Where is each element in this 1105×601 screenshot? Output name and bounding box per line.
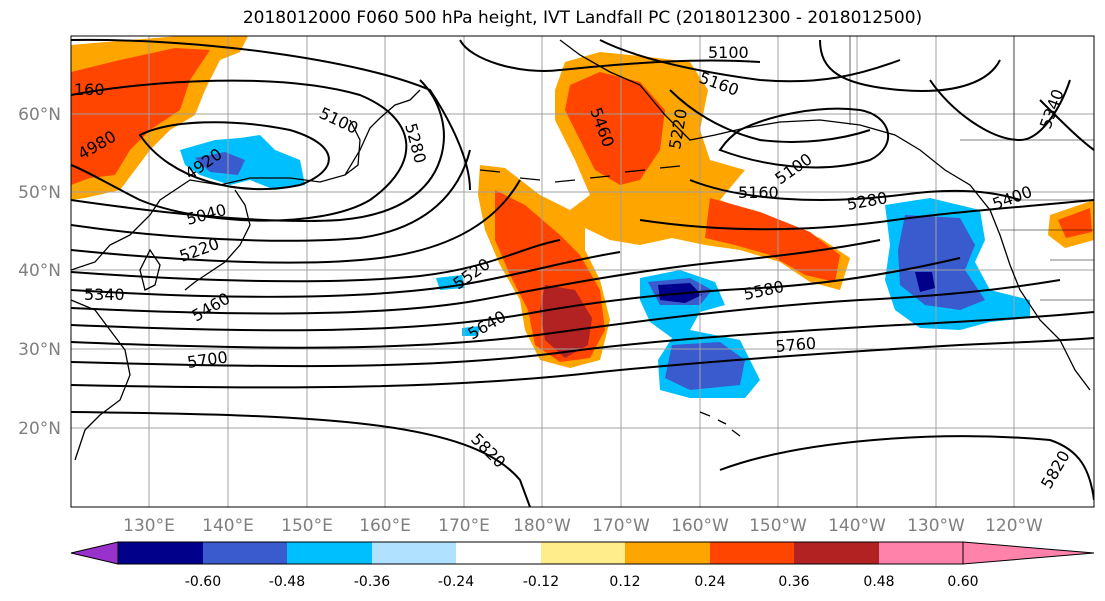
- lon-label: 150°W: [749, 516, 807, 536]
- japan-coastline: [184, 189, 251, 291]
- hawaii-islands: [699, 411, 741, 437]
- lon-label: 120°W: [985, 516, 1043, 536]
- lat-label: 30°N: [18, 340, 61, 360]
- colorbar-tick-label: -0.48: [269, 574, 305, 590]
- lon-label: 160°E: [359, 516, 411, 536]
- aleutian-islands: [479, 165, 681, 183]
- colorbar-segment: [456, 542, 541, 564]
- lon-label: 130°W: [907, 516, 965, 536]
- contour-label: 5760: [775, 334, 817, 356]
- colorbar-segment: [625, 542, 710, 564]
- colorbar-tick-label: -0.24: [438, 574, 474, 590]
- colorbar-tick-label: 0.48: [863, 574, 894, 590]
- colorbar: -0.60 -0.48 -0.36 -0.24 -0.12 0.12 0.24 …: [70, 541, 1095, 590]
- colorbar-segment: [372, 542, 456, 564]
- positive-anomaly-ne-core: [1058, 208, 1092, 238]
- colorbar-frame: [117, 541, 964, 565]
- colorbar-right-arrow: [962, 541, 1095, 565]
- positive-anomaly-chain: [705, 198, 840, 282]
- lon-label: 140°W: [828, 516, 886, 536]
- asia-coastline: [71, 89, 421, 271]
- colorbar-tick-label: -0.12: [523, 574, 559, 590]
- colorbar-tick-label: -0.36: [354, 574, 390, 590]
- colorbar-segment: [118, 542, 203, 564]
- colorbar-segment: [879, 542, 963, 564]
- lon-label: 130°E: [123, 516, 175, 536]
- korea-coastline: [139, 248, 161, 291]
- colorbar-tick-label: 0.60: [947, 574, 978, 590]
- colorbar-segment: [203, 542, 287, 564]
- contour-label: 5160: [738, 183, 779, 202]
- colorbar-tick-label: 0.36: [778, 574, 809, 590]
- colorbar-segment: [541, 542, 625, 564]
- colorbar-tick-label: 0.24: [694, 574, 725, 590]
- contour-label: 160: [74, 80, 105, 99]
- colorbar-tick-label: 0.12: [609, 574, 640, 590]
- colorbar-tick-label: -0.60: [185, 574, 221, 590]
- negative-anomaly-japan-sea-core: [195, 152, 245, 175]
- lon-label: 160°W: [671, 516, 729, 536]
- lon-label: 140°E: [202, 516, 254, 536]
- colorbar-segment: [794, 542, 879, 564]
- alaska-coastline: [559, 39, 1091, 391]
- map-frame: [70, 35, 1095, 508]
- lon-label: 170°E: [438, 516, 490, 536]
- negative-anomaly-east-center: [915, 272, 935, 292]
- lon-label: 150°E: [281, 516, 333, 536]
- contour-label: 5100: [708, 43, 749, 62]
- latitude-labels: 60°N 50°N 40°N 30°N 20°N: [18, 105, 61, 439]
- lat-label: 60°N: [18, 105, 61, 125]
- colorbar-segment: [710, 542, 794, 564]
- kamchatka-coastline: [344, 119, 361, 176]
- lon-label: 170°W: [592, 516, 650, 536]
- map-title: 2018012000 F060 500 hPa height, IVT Land…: [242, 8, 923, 28]
- coastlines: [71, 39, 1091, 461]
- positive-anomaly-central-core: [565, 72, 665, 185]
- contour-label: 5340: [84, 285, 125, 304]
- lon-label: 180°W: [513, 516, 571, 536]
- colorbar-left-arrow: [70, 541, 119, 565]
- lat-label: 50°N: [18, 183, 61, 203]
- china-coastline: [71, 299, 131, 461]
- lat-label: 40°N: [18, 261, 61, 281]
- longitude-labels: 130°E 140°E 150°E 160°E 170°E 180°W 170°…: [123, 516, 1043, 536]
- colorbar-segment: [287, 542, 372, 564]
- height-contours: [71, 38, 1094, 507]
- positive-anomaly-south-core: [540, 285, 592, 358]
- lat-label: 20°N: [18, 419, 61, 439]
- negative-anomaly-small-2: [462, 326, 480, 336]
